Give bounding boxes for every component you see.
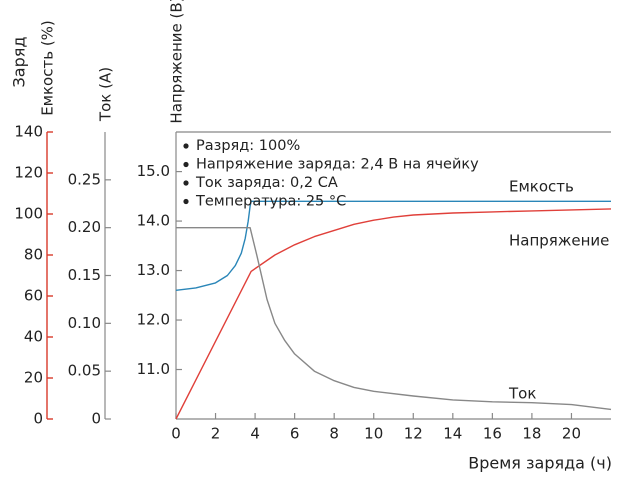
charge-tick-label: 120 [14,164,43,182]
legend-bullet [183,180,189,186]
voltage-tick-label: 11.0 [137,360,170,378]
voltage-tick-label: 13.0 [137,261,170,279]
current-axis-title: Ток (А) [97,67,115,122]
current-tick-label: 0.10 [68,314,101,332]
current-tick-label: 0.25 [68,170,101,188]
x-tick-label: 6 [290,425,300,443]
series-line-charge [175,208,612,420]
voltage-axis-title: Напряжение (В) [168,0,186,124]
charge-tick-label: 20 [24,369,43,387]
x-tick-label: 16 [483,425,502,443]
voltage-tick-label: 12.0 [137,311,170,329]
x-tick-label: 10 [364,425,383,443]
legend-text-line: Ток заряда: 0,2 СА [195,175,338,191]
text-layer: 0 2 4 6 8 10 12 14 16 18 20 Время заряда (ч) 0 20 40 60… [10,0,613,473]
series-label: Ток [508,385,536,403]
charge-tick-label: 80 [24,246,43,264]
x-tick-label: 18 [522,425,541,443]
charge-tick-label: 100 [14,205,43,223]
x-tick-label: 14 [443,425,462,443]
x-tick-label: 8 [329,425,339,443]
series-label: Напряжение [509,232,609,250]
current-tick-label: 0 [91,410,101,428]
current-tick-label: 0.05 [68,362,101,380]
x-tick-label: 0 [171,425,181,443]
x-tick-label: 2 [211,425,221,443]
legend-bullet [183,161,189,168]
series-label: Емкость [509,178,574,196]
legend-bullet [183,143,189,149]
series-layer [175,200,612,420]
x-tick-label: 4 [250,425,260,443]
legend-text-line: Температура: 25 °С [195,194,346,210]
legend-text-line: Напряжение заряда: 2,4 В на ячейку [196,157,479,173]
legend-text-line: Разряд: 100% [196,138,300,154]
series-line-voltage [175,200,611,291]
charge-tick-label: 60 [24,287,43,305]
charge-tick-label: 0 [33,410,43,428]
x-axis-label: Время заряда (ч) [468,454,612,473]
charge-axis-title: Заряд [10,37,29,88]
voltage-tick-label: 15.0 [137,162,170,180]
legend-bullet [183,198,189,205]
x-tick-label: 20 [562,425,581,443]
current-tick-label: 0.20 [68,218,101,236]
voltage-tick-label: 14.0 [137,212,170,230]
current-tick-label: 0.15 [68,266,101,284]
charge-tick-label: 140 [14,123,43,141]
axes-layer [46,131,611,420]
series-line-current [176,226,612,411]
capacity-axis-title: Емкость (%) [39,20,57,116]
x-tick-label: 12 [404,425,423,443]
charge-tick-label: 40 [24,328,43,346]
